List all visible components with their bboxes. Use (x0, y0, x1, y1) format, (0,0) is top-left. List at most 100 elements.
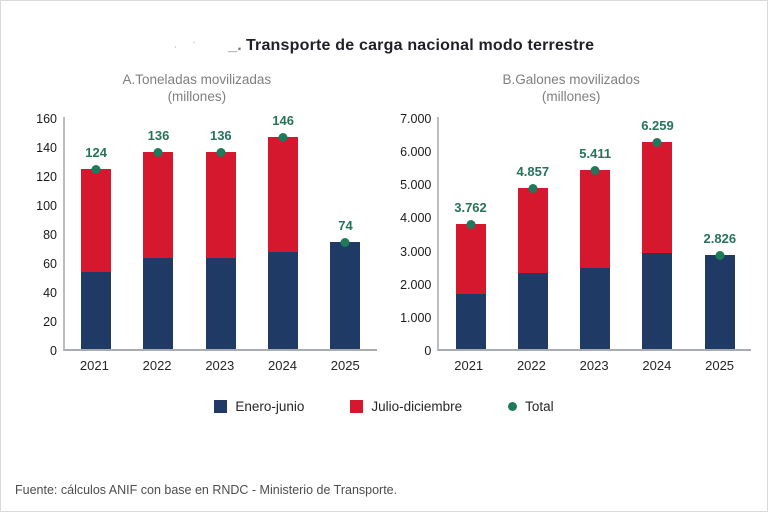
bar-segment-julio-diciembre (642, 141, 673, 253)
chart-b-subtitle: B.Galones movilizados (millones) (391, 71, 751, 111)
y-axis-tick-label: 20 (43, 315, 57, 329)
y-axis-tick-label: 60 (43, 257, 57, 271)
bar-stack (143, 151, 174, 349)
source-note: Fuente: cálculos ANIF con base en RNDC -… (15, 483, 398, 497)
bar-2021: 124 (81, 117, 112, 349)
faded-artifact-marks: · ´ (173, 41, 203, 53)
bar-segment-julio-diciembre (81, 169, 112, 273)
chart-a-units-line: (millones) (167, 89, 227, 104)
y-axis-tick-label: 7.000 (400, 112, 432, 126)
bar-segment-enero-junio (455, 294, 486, 349)
y-axis-tick-label: 4.000 (400, 211, 432, 226)
chart-panel-toneladas: A.Toneladas movilizadas (millones) 0 20 40… (17, 71, 377, 373)
total-marker-dot (590, 165, 600, 175)
faded-artifact-dash: _. (228, 37, 242, 54)
legend: Enero-junio Julio-diciembre Total (11, 399, 757, 414)
legend-item-total: Total (508, 399, 554, 414)
y-axis-tick-label: 160 (36, 112, 57, 126)
legend-item-julio-diciembre: Julio-diciembre (350, 399, 462, 414)
y-axis-tick-label: 0 (50, 344, 57, 358)
y-axis-tick-label: 2.000 (400, 277, 432, 292)
bar-stack (205, 151, 236, 349)
bar-segment-julio-diciembre (455, 224, 486, 295)
chart-b-title-line: B.Galones movilizados (502, 72, 640, 87)
x-axis-year-label: 2023 (205, 358, 235, 373)
y-axis-tick-label: 1.000 (400, 310, 432, 325)
bar-2023: 5.411 (579, 117, 612, 349)
bar-segment-enero-junio (81, 272, 112, 349)
total-marker-dot (466, 220, 475, 230)
bar-segment-enero-junio (205, 257, 236, 349)
figure-title: · ´ _. Transporte de carga nacional modo t… (11, 37, 757, 55)
chart-a-plot-area: 124 136 136 146 74 (63, 113, 377, 351)
total-value-label: 3.762 (454, 200, 487, 216)
figure-title-text: Transporte de carga nacional modo terres… (245, 37, 595, 54)
total-value-label: 5.411 (579, 145, 612, 161)
y-axis-tick-label: 140 (36, 141, 57, 155)
total-value-label: 136 (147, 127, 170, 143)
total-marker-dot (216, 147, 226, 157)
bar-stack (704, 255, 735, 349)
total-marker-dot (652, 137, 662, 147)
bar-segment-enero-junio (143, 257, 174, 349)
legend-square-icon (214, 400, 228, 413)
x-axis-year-label: 2021 (454, 358, 484, 373)
x-axis-year-label: 2023 (579, 358, 609, 373)
bar-2024: 146 (268, 113, 299, 349)
charts-row: A.Toneladas movilizadas (millones) 0 20 40… (11, 71, 757, 373)
bar-stack (268, 137, 299, 349)
total-value-label: 124 (85, 145, 108, 161)
bar-stack (330, 241, 361, 349)
bar-2022: 4.857 (516, 117, 550, 349)
x-axis-year-label: 2025 (330, 358, 360, 373)
chart-b-plot-row: 0 1.000 2.000 3.000 4.000 5.000 6.000 7.000 3.7… (391, 112, 751, 358)
bar-2024: 6.259 (641, 117, 674, 349)
chart-b-plot-area: 3.762 4.857 5.411 6.259 2.826 (437, 117, 751, 351)
chart-panel-galones: B.Galones movilizados (millones) 0 1.000 2… (391, 71, 751, 373)
bar-2022: 136 (143, 117, 174, 349)
legend-square-icon (350, 400, 364, 413)
legend-dot-icon (508, 402, 518, 411)
bar-2025: 2.826 (704, 117, 736, 349)
bar-segment-enero-junio (580, 267, 611, 349)
total-marker-dot (91, 165, 101, 175)
total-value-label: 136 (209, 127, 232, 143)
chart-b-y-axis: 0 1.000 2.000 3.000 4.000 5.000 6.000 7.000 (391, 112, 437, 358)
bar-stack (81, 169, 112, 349)
chart-a-x-axis: 2021 2022 2023 2024 2025 (63, 358, 377, 373)
bar-stack (642, 141, 673, 349)
chart-b-units-line: (millones) (541, 89, 601, 104)
bar-segment-julio-diciembre (580, 169, 611, 268)
total-value-label: 6.259 (641, 117, 674, 133)
bar-2023: 136 (205, 117, 236, 349)
y-axis-tick-label: 120 (36, 170, 57, 184)
total-value-label: 74 (338, 217, 353, 233)
bar-segment-julio-diciembre (517, 188, 548, 273)
x-axis-year-label: 2022 (516, 358, 546, 373)
x-axis-year-label: 2021 (79, 358, 109, 373)
x-axis-year-label: 2022 (142, 358, 172, 373)
x-axis-year-label: 2025 (705, 358, 735, 373)
y-axis-tick-label: 5.000 (400, 178, 432, 193)
y-axis-tick-label: 100 (36, 199, 57, 213)
y-axis-tick-label: 0 (424, 344, 432, 358)
legend-label: Julio-diciembre (371, 399, 463, 414)
bar-segment-enero-junio (642, 252, 673, 349)
total-marker-dot (278, 133, 288, 143)
bar-segment-julio-diciembre (143, 151, 174, 258)
x-axis-year-label: 2024 (268, 358, 297, 373)
total-value-label: 4.857 (516, 164, 550, 180)
bar-segment-enero-junio (704, 255, 735, 349)
chart-a-y-axis: 0 20 40 60 80 100 120 140 160 (17, 112, 63, 358)
bar-stack (517, 188, 548, 349)
bar-stack (455, 224, 486, 349)
bar-2025: 74 (330, 117, 361, 349)
total-marker-dot (528, 184, 538, 194)
total-value-label: 146 (272, 113, 294, 129)
bar-segment-julio-diciembre (205, 151, 236, 258)
chart-a-title-line: A.Toneladas movilizadas (122, 72, 272, 87)
total-marker-dot (715, 251, 725, 261)
y-axis-tick-label: 6.000 (400, 145, 432, 160)
bar-stack (580, 169, 611, 349)
